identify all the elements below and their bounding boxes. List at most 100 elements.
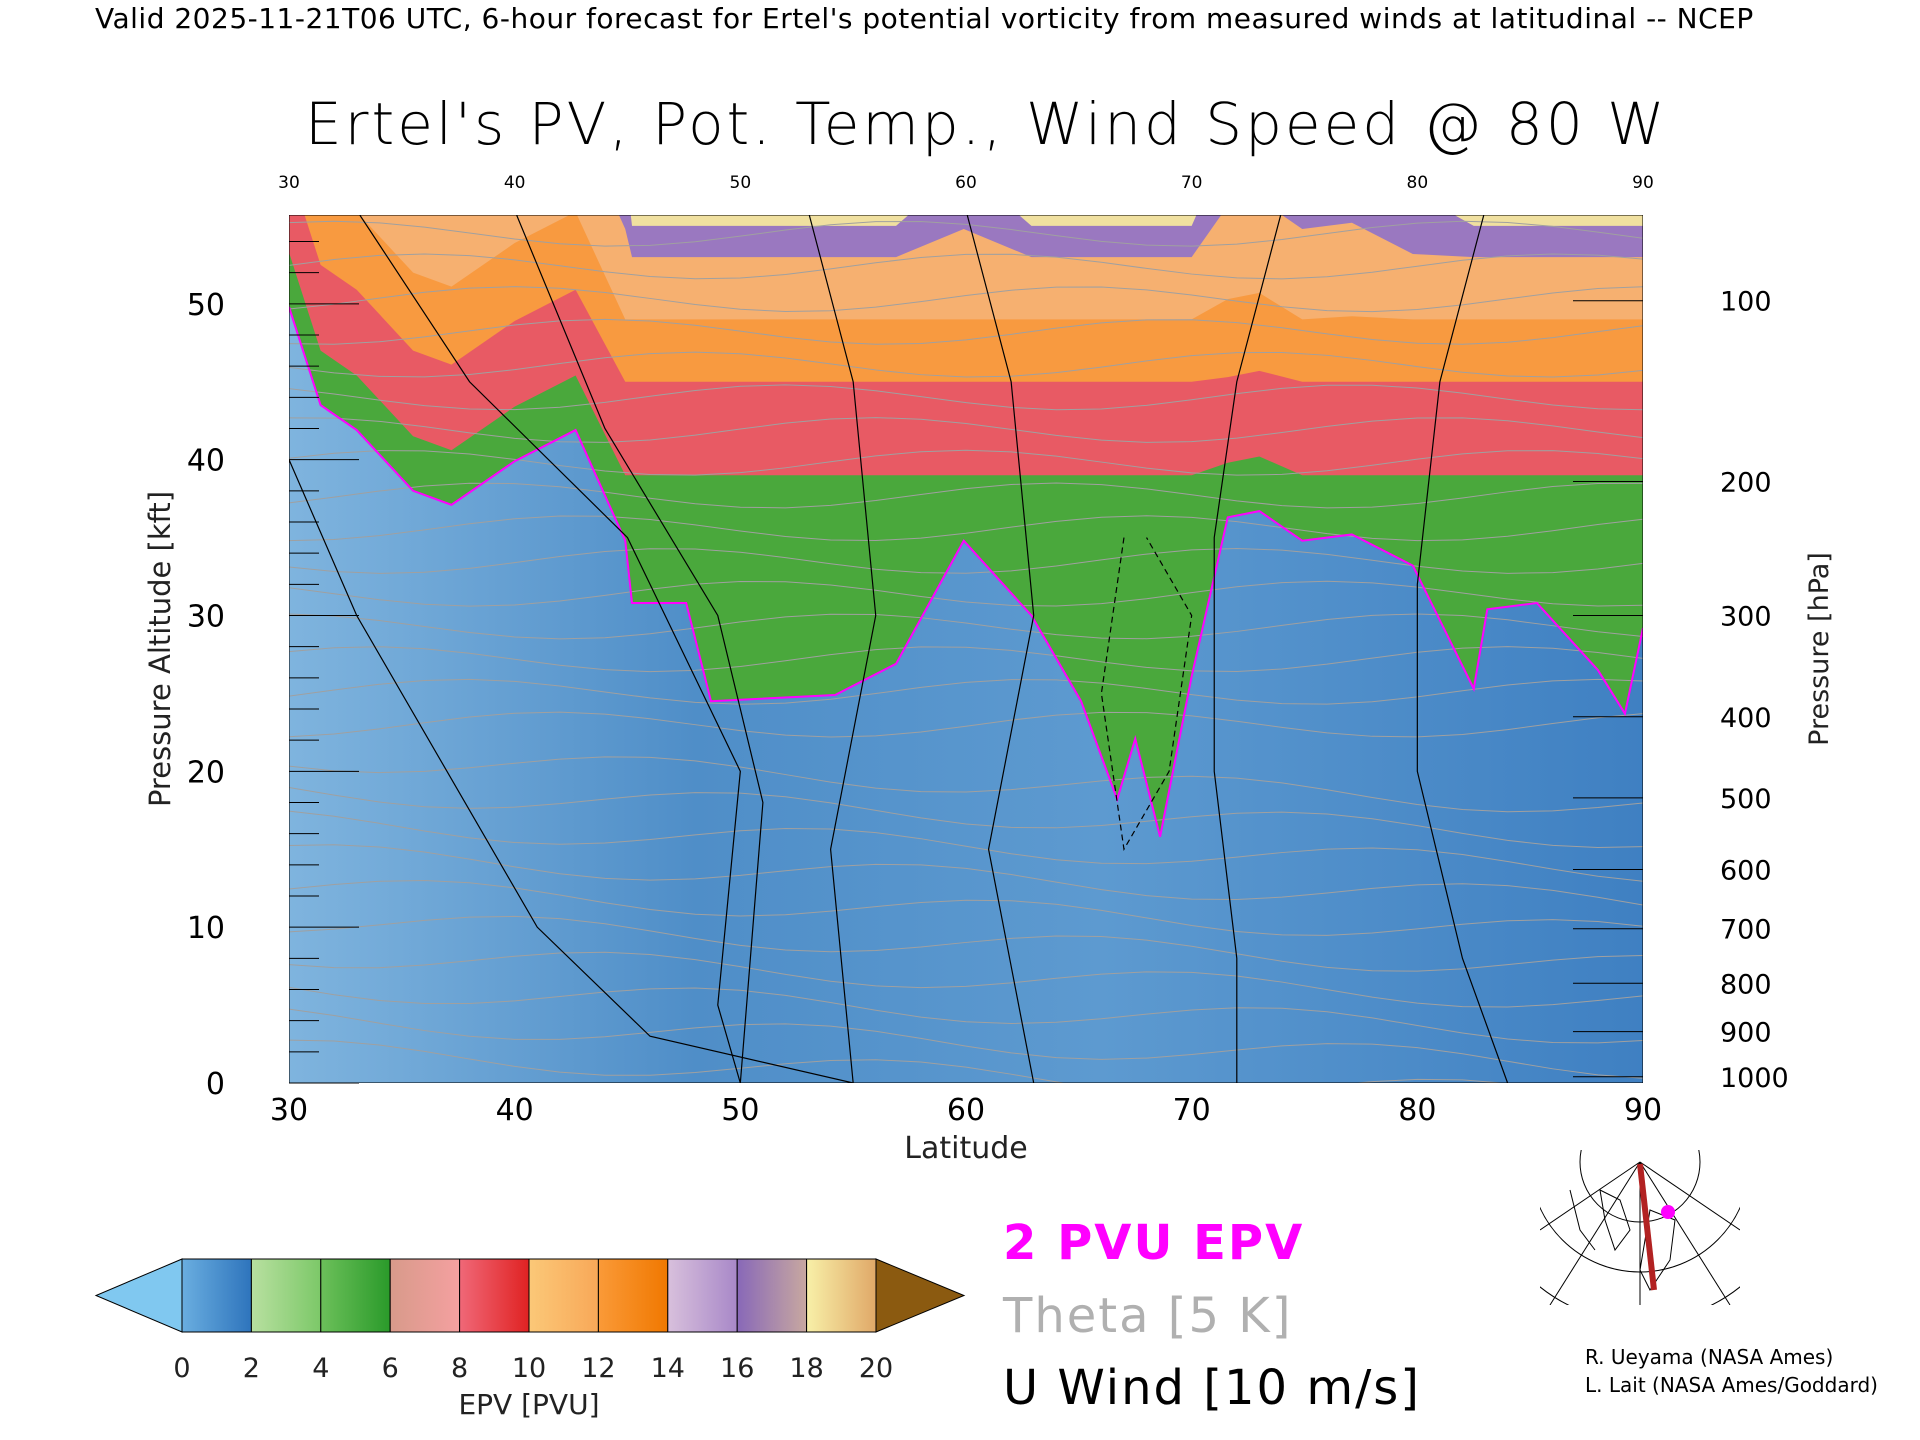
pressure-tick-label: 200 <box>1720 467 1772 498</box>
theta-contour <box>289 351 1643 378</box>
y-tick-label: 40 <box>187 444 225 479</box>
y-tick-label: 30 <box>187 599 225 634</box>
theta-contour <box>289 844 1643 906</box>
colorbar-segment <box>250 1258 322 1333</box>
x-tick-label: 60 <box>947 1093 985 1128</box>
theta-contour <box>289 220 1643 247</box>
pressure-tick-label: 500 <box>1720 784 1772 815</box>
top-x-tick-label: 70 <box>1181 173 1203 193</box>
top-x-tick-label: 90 <box>1632 173 1654 193</box>
pressure-tick-label: 700 <box>1720 915 1772 946</box>
x-tick-label: 30 <box>270 1093 308 1128</box>
wind-contour <box>515 215 764 1083</box>
pressure-tick-label: 900 <box>1720 1018 1772 1049</box>
credit-1: R. Ueyama (NASA Ames) <box>1585 1345 1834 1369</box>
pressure-tick-label: 1000 <box>1720 1063 1789 1094</box>
map-meridian <box>1540 1161 1641 1231</box>
legend-2pvu: 2 PVU EPV <box>1003 1215 1305 1271</box>
pressure-tick-label: 300 <box>1720 601 1772 632</box>
theta-contour <box>289 547 1643 574</box>
pressure-tick-label: 600 <box>1720 856 1772 887</box>
top-x-tick-label: 30 <box>278 173 300 193</box>
wind-contour <box>1213 215 1282 1083</box>
colorbar-segment <box>389 1258 461 1333</box>
colorbar-under-triangle <box>94 1258 183 1333</box>
theta-contour <box>289 810 1643 882</box>
colorbar-segment <box>667 1258 738 1333</box>
wind-contour <box>966 215 1035 1083</box>
colorbar-segment <box>459 1258 530 1333</box>
colorbar-label: EPV [PVU] <box>458 1388 599 1421</box>
x-tick-label: 90 <box>1624 1093 1662 1128</box>
x-tick-label: 50 <box>721 1093 759 1128</box>
y2-axis-label: Pressure [hPa] <box>1804 552 1835 746</box>
colorbar-segment <box>320 1258 391 1333</box>
theta-contour <box>289 515 1643 542</box>
locator-map <box>1540 1150 1740 1305</box>
top-x-tick-label: 50 <box>730 173 752 193</box>
wind-contour <box>289 459 854 1083</box>
theta-contour <box>289 253 1643 280</box>
colorbar-tick-label: 2 <box>243 1353 260 1384</box>
credit-2: L. Lait (NASA Ames/Goddard) <box>1585 1373 1878 1397</box>
pvu-2-contour <box>289 306 1643 838</box>
colorbar-tick-label: 0 <box>173 1353 190 1384</box>
map-meridian <box>1639 1161 1731 1305</box>
theta-contour <box>289 756 1643 813</box>
top-x-tick-label: 60 <box>955 173 977 193</box>
x-axis-label: Latitude <box>904 1131 1027 1166</box>
colorbar-tick-label: 10 <box>512 1353 546 1384</box>
legend-wind: U Wind [10 m/s] <box>1003 1360 1422 1416</box>
colorbar-segment <box>181 1258 252 1333</box>
y-tick-label: 20 <box>187 755 225 790</box>
x-tick-label: 70 <box>1173 1093 1211 1128</box>
wind-contour <box>359 215 741 1083</box>
legend-theta: Theta [5 K] <box>1003 1288 1293 1344</box>
theta-contour <box>289 986 1643 1044</box>
colorbar-segment <box>736 1258 808 1333</box>
map-cross-section-track <box>1637 1163 1657 1291</box>
x-tick-label: 40 <box>496 1093 534 1128</box>
map-coastline <box>1569 1189 1676 1291</box>
pressure-tick-label: 400 <box>1720 703 1772 734</box>
colorbar-segment <box>528 1258 599 1333</box>
colorbar-tick-label: 4 <box>312 1353 329 1384</box>
pressure-tick-label: 800 <box>1720 969 1772 1000</box>
theta-contour <box>289 286 1643 313</box>
theta-contour <box>289 1008 1643 1079</box>
theta-contour <box>289 951 1643 1008</box>
colorbar-tick-label: 14 <box>651 1353 685 1384</box>
pv-band-yellow <box>630 215 1643 226</box>
theta-contour <box>289 384 1643 411</box>
top-x-tick-label: 80 <box>1407 173 1429 193</box>
colorbar-tick-label: 8 <box>451 1353 468 1384</box>
map-location-marker <box>1661 1205 1675 1219</box>
colorbar-over-triangle <box>875 1258 966 1333</box>
forecast-caption: Valid 2025-11-21T06 UTC, 6-hour forecast… <box>95 2 1754 35</box>
top-x-tick-label: 40 <box>504 173 526 193</box>
map-meridian <box>1549 1161 1641 1305</box>
colorbar-segment <box>806 1258 877 1333</box>
theta-contour <box>289 417 1643 443</box>
chart-title: Ertel's PV, Pot. Temp., Wind Speed @ 80 … <box>305 90 1668 158</box>
colorbar-tick-label: 16 <box>720 1353 754 1384</box>
map-meridian <box>1639 1161 1740 1231</box>
colorbar-tick-label: 18 <box>789 1353 823 1384</box>
theta-contour <box>289 482 1643 509</box>
y-tick-label: 50 <box>187 288 225 323</box>
theta-contour <box>289 915 1643 972</box>
colorbar-segment <box>597 1258 669 1333</box>
colorbar-tick-label: 12 <box>581 1353 615 1384</box>
y-tick-label: 10 <box>187 911 225 946</box>
theta-contour <box>289 1039 1508 1083</box>
wind-contour <box>1100 537 1193 852</box>
wind-contour <box>808 215 877 1083</box>
theta-contour <box>289 318 1643 345</box>
x-tick-label: 80 <box>1398 1093 1436 1128</box>
theta-contour <box>289 786 1643 849</box>
y-tick-label: 0 <box>206 1067 225 1102</box>
y-axis-label: Pressure Altitude [kft] <box>143 491 177 807</box>
pressure-tick-label: 100 <box>1720 287 1772 318</box>
colorbar-tick-label: 6 <box>382 1353 399 1384</box>
